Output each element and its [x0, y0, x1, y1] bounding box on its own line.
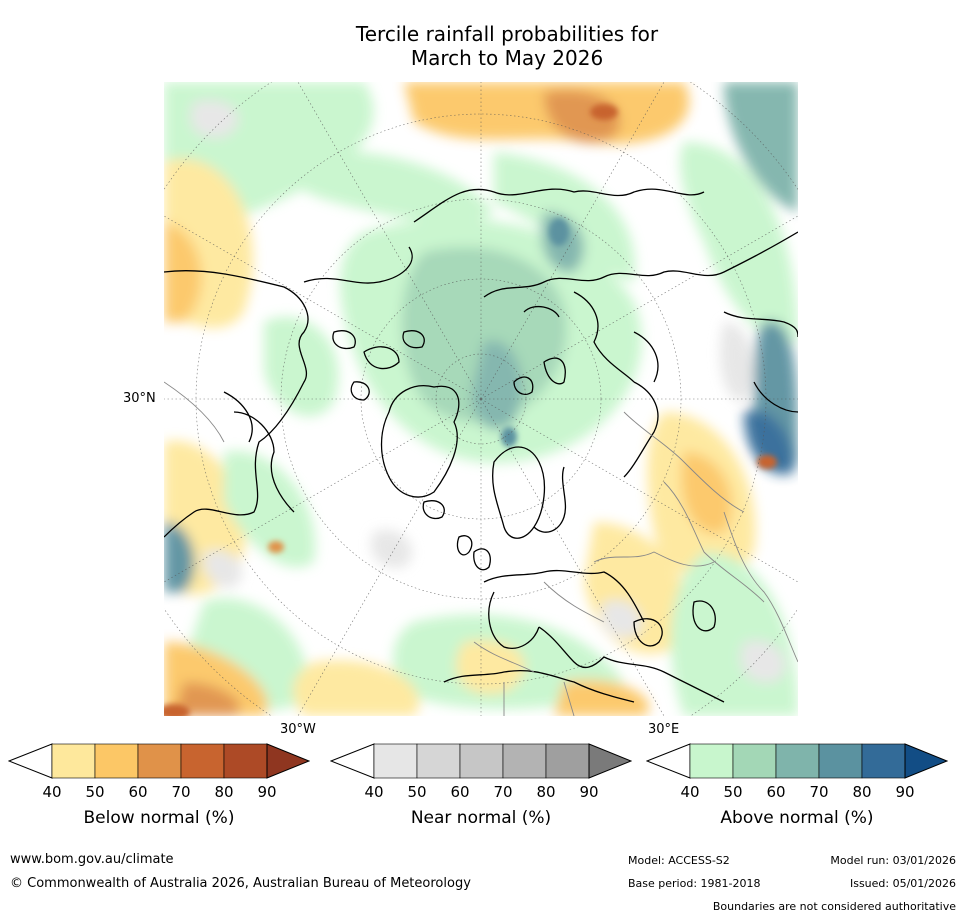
- polar-rainfall-map: [164, 82, 798, 716]
- footer-model-run: Model run: 03/01/2026: [830, 854, 956, 867]
- map-title: Tercile rainfall probabilities for March…: [0, 22, 965, 70]
- country-borders: [164, 381, 798, 716]
- cbar3-tick: 50: [723, 783, 743, 801]
- cbar3-tick: 80: [852, 783, 872, 801]
- cbar1-tick: 40: [42, 783, 62, 801]
- cbar2-tick: 80: [536, 783, 556, 801]
- colorbar-above-normal-title: Above normal (%): [720, 808, 874, 828]
- lon-label-30e: 30°E: [648, 722, 680, 737]
- cbar1-tick: 90: [257, 783, 277, 801]
- cbar2-tick: 50: [407, 783, 427, 801]
- footer-model: Model: ACCESS-S2: [628, 854, 730, 867]
- coastlines: [164, 188, 798, 703]
- cbar3-tick: 70: [809, 783, 829, 801]
- colorbar-above-normal: [646, 743, 948, 779]
- probability-fields: [164, 82, 798, 716]
- colorbar-below-normal: [8, 743, 310, 779]
- cbar1-tick: 70: [171, 783, 191, 801]
- title-line-1: Tercile rainfall probabilities for: [355, 22, 659, 46]
- footer-copyright: © Commonwealth of Australia 2026, Austra…: [10, 876, 471, 891]
- footer-url[interactable]: www.bom.gov.au/climate: [10, 852, 174, 867]
- footer-disclaimer: Boundaries are not considered authoritat…: [712, 900, 956, 913]
- footer-base-period: Base period: 1981-2018: [628, 877, 761, 890]
- cbar1-tick: 80: [214, 783, 234, 801]
- cbar3-tick: 40: [680, 783, 700, 801]
- cbar3-tick: 90: [895, 783, 915, 801]
- colorbar-near-normal-title: Near normal (%): [410, 808, 552, 828]
- cbar2-tick: 60: [450, 783, 470, 801]
- lon-label-30w: 30°W: [280, 722, 316, 737]
- cbar1-tick: 60: [128, 783, 148, 801]
- lat-label-30n: 30°N: [123, 391, 156, 406]
- cbar2-tick: 70: [493, 783, 513, 801]
- colorbar-near-normal: [330, 743, 632, 779]
- cbar2-tick: 40: [364, 783, 384, 801]
- cbar2-tick: 90: [579, 783, 599, 801]
- colorbar-below-normal-title: Below normal (%): [83, 808, 235, 828]
- title-line-2: March to May 2026: [410, 46, 604, 70]
- footer-issued: Issued: 05/01/2026: [849, 877, 956, 890]
- probability-hotspots: [164, 104, 777, 716]
- cbar3-tick: 60: [766, 783, 786, 801]
- graticule: [164, 82, 798, 716]
- cbar1-tick: 50: [85, 783, 105, 801]
